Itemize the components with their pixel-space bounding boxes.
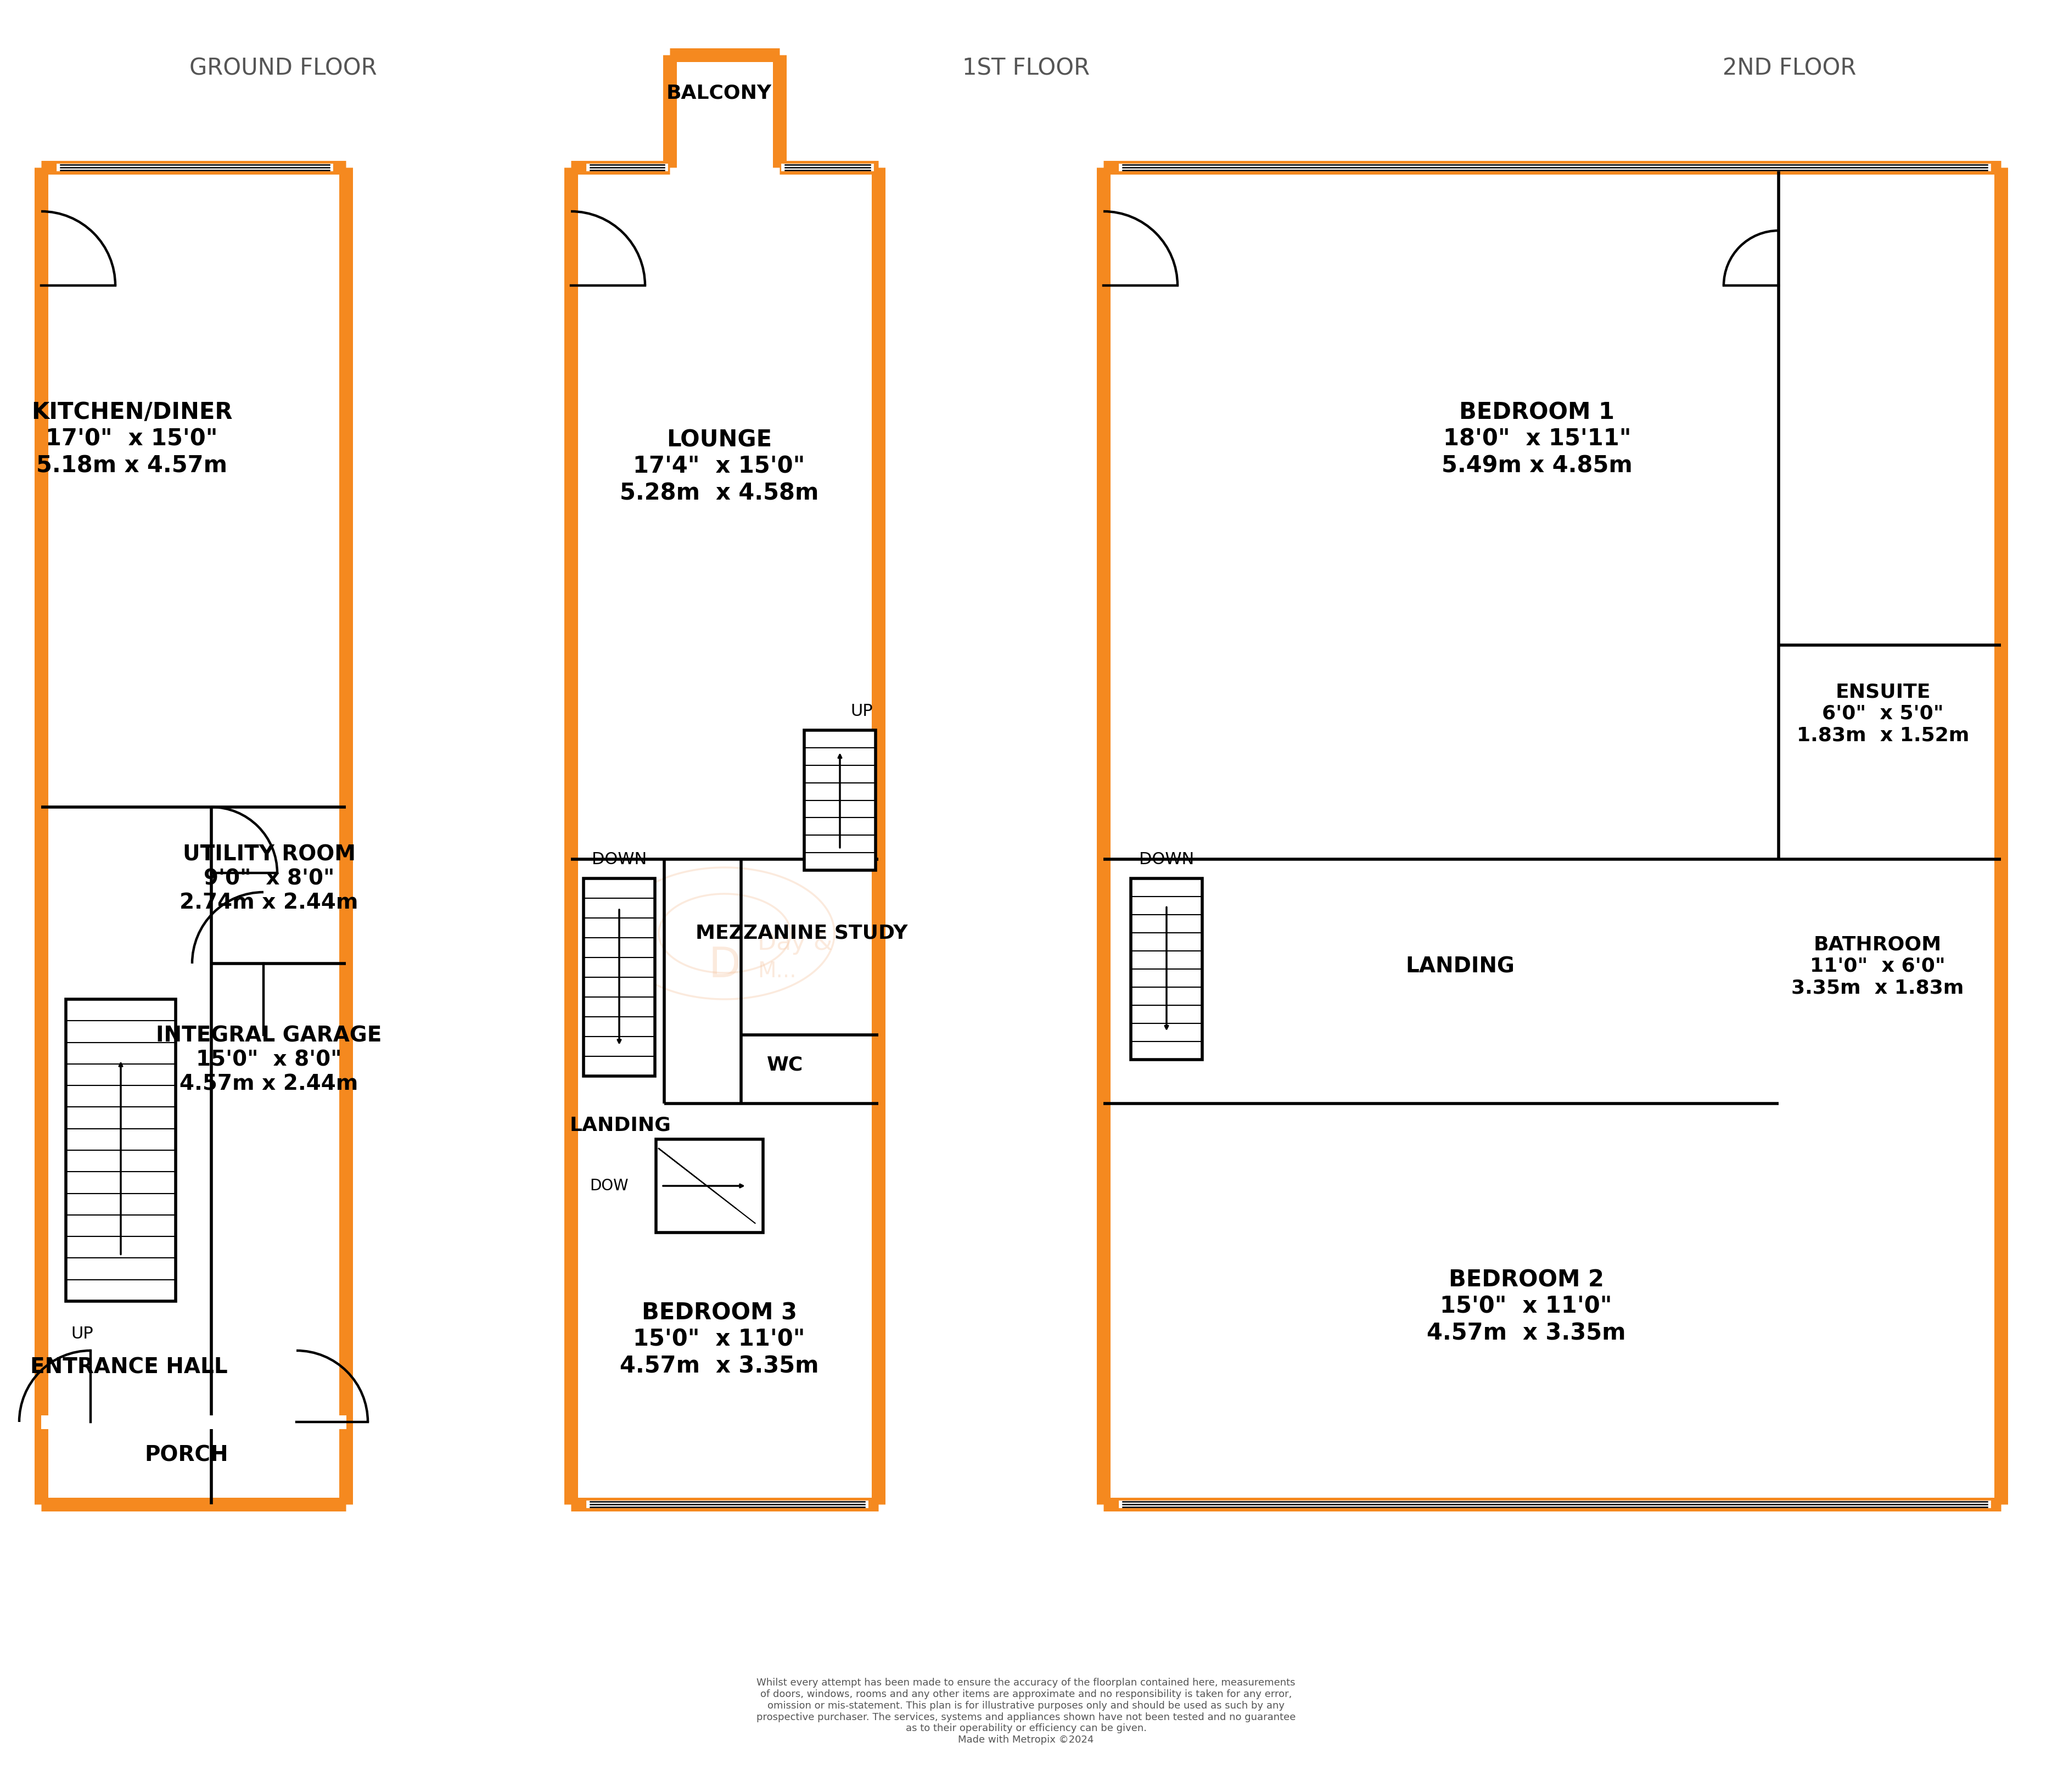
Bar: [583, 878, 655, 1075]
Text: D: D: [708, 946, 741, 986]
Text: WC: WC: [767, 1055, 802, 1075]
Text: UTILITY ROOM
9'0"  x 8'0"
2.74m x 2.44m: UTILITY ROOM 9'0" x 8'0" 2.74m x 2.44m: [181, 844, 359, 912]
Text: BATHROOM
11'0"  x 6'0"
3.35m  x 1.83m: BATHROOM 11'0" x 6'0" 3.35m x 1.83m: [1791, 935, 1964, 996]
Text: PORCH: PORCH: [146, 1444, 228, 1466]
Bar: [66, 1000, 176, 1301]
Bar: [1131, 878, 1202, 1059]
Text: ENSUITE
6'0"  x 5'0"
1.83m  x 1.52m: ENSUITE 6'0" x 5'0" 1.83m x 1.52m: [1798, 683, 1970, 745]
Text: LANDING: LANDING: [1406, 955, 1514, 977]
Text: UP: UP: [852, 702, 872, 719]
Text: UP: UP: [72, 1326, 94, 1342]
Text: 2ND FLOOR: 2ND FLOOR: [1722, 57, 1857, 79]
Text: KITCHEN/DINER
17'0"  x 15'0"
5.18m x 4.57m: KITCHEN/DINER 17'0" x 15'0" 5.18m x 4.57…: [31, 401, 232, 477]
Text: BALCONY: BALCONY: [667, 84, 772, 102]
Text: BEDROOM 3
15'0"  x 11'0"
4.57m  x 3.35m: BEDROOM 3 15'0" x 11'0" 4.57m x 3.35m: [620, 1301, 819, 1378]
Text: DOWN: DOWN: [591, 851, 646, 867]
Text: DOWN: DOWN: [1139, 851, 1194, 867]
Text: M...: M...: [757, 961, 796, 982]
Text: 1ST FLOOR: 1ST FLOOR: [962, 57, 1090, 79]
Text: Whilst every attempt has been made to ensure the accuracy of the floorplan conta: Whilst every attempt has been made to en…: [757, 1677, 1295, 1745]
Bar: [657, 1140, 763, 1233]
Text: DOW: DOW: [589, 1177, 628, 1193]
Text: LANDING: LANDING: [570, 1116, 671, 1134]
Text: BEDROOM 1
18'0"  x 15'11"
5.49m x 4.85m: BEDROOM 1 18'0" x 15'11" 5.49m x 4.85m: [1443, 401, 1633, 477]
Text: LOUNGE
17'4"  x 15'0"
5.28m  x 4.58m: LOUNGE 17'4" x 15'0" 5.28m x 4.58m: [620, 428, 819, 505]
Text: GROUND FLOOR: GROUND FLOOR: [189, 57, 378, 79]
Text: Day &: Day &: [757, 932, 833, 955]
Text: INTEGRAL GARAGE
15'0"  x 8'0"
4.57m x 2.44m: INTEGRAL GARAGE 15'0" x 8'0" 4.57m x 2.4…: [156, 1025, 382, 1095]
Bar: [804, 729, 876, 871]
Text: ENTRANCE HALL: ENTRANCE HALL: [31, 1357, 228, 1378]
Text: MEZZANINE STUDY: MEZZANINE STUDY: [696, 925, 907, 943]
Text: BEDROOM 2
15'0"  x 11'0"
4.57m  x 3.35m: BEDROOM 2 15'0" x 11'0" 4.57m x 3.35m: [1426, 1269, 1625, 1344]
